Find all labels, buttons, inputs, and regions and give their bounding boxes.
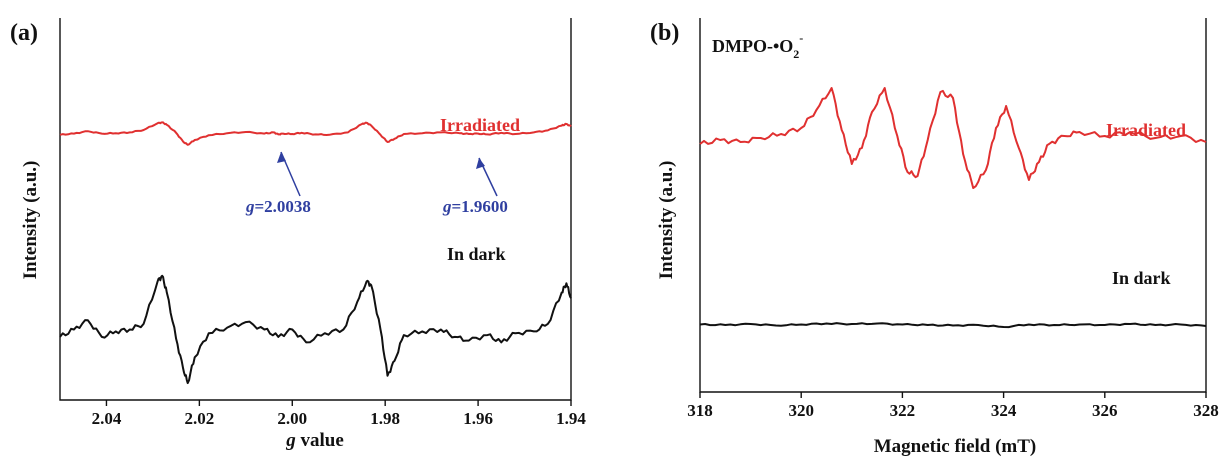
xtick-label-a-0: 2.04 bbox=[92, 409, 122, 428]
panel-a-xlabel-italic: g bbox=[285, 430, 296, 451]
panel-b-ylabel: Intensity (a.u.) bbox=[656, 161, 677, 280]
annotation-1-arrowhead bbox=[277, 152, 286, 163]
xtick-label-a-1: 2.02 bbox=[184, 409, 214, 428]
annotation-2-italic: g bbox=[442, 197, 452, 216]
annotation-2-arrowhead bbox=[476, 158, 485, 169]
panel-a-label: (a) bbox=[10, 20, 38, 46]
panel-a-xlabel: g value bbox=[285, 430, 344, 451]
panel-a-ylabel: Intensity (a.u.) bbox=[20, 161, 41, 280]
annotation-2-text: g=1.9600 bbox=[442, 197, 508, 216]
panel-a: (a) Intensity (a.u.) 2.04 2.02 2.00 1.98 1.9… bbox=[10, 18, 586, 451]
xtick-label-a-4: 1.96 bbox=[463, 409, 493, 428]
panel-a-annotation-1: g=2.0038 bbox=[245, 151, 311, 216]
annotation-1-text: g=2.0038 bbox=[245, 197, 311, 216]
panel-b-title: DMPO-•O2- bbox=[712, 31, 803, 61]
annotation-1-italic: g bbox=[245, 197, 255, 216]
panel-b-title-sub: 2 bbox=[793, 47, 799, 61]
annotation-1-rest: =2.0038 bbox=[255, 197, 311, 216]
xtick-label-b-1: 320 bbox=[788, 401, 814, 420]
xtick-label-b-4: 326 bbox=[1092, 401, 1118, 420]
panel-a-axis-frame bbox=[59, 18, 572, 401]
xtick-label-a-3: 1.98 bbox=[370, 409, 400, 428]
series-b-dark-line bbox=[699, 322, 1207, 329]
xtick-label-a-5: 1.94 bbox=[556, 409, 586, 428]
panel-a-legend-dark: In dark bbox=[447, 244, 506, 264]
panel-a-legend-irradiated: Irradiated bbox=[440, 115, 520, 135]
series-a-dark-line bbox=[59, 274, 572, 385]
xtick-label-b-0: 318 bbox=[687, 401, 713, 420]
panel-b: (b) Intensity (a.u.) 318 320 322 324 326 328 … bbox=[650, 18, 1219, 457]
panel-b-axes bbox=[699, 18, 1207, 393]
series-b-irradiated-line bbox=[699, 87, 1207, 189]
panel-a-xlabel-rest: value bbox=[296, 430, 344, 451]
panel-a-xticks: 2.04 2.02 2.00 1.98 1.96 1.94 bbox=[92, 400, 586, 428]
panel-a-axes bbox=[59, 18, 572, 401]
panel-a-traces bbox=[59, 121, 572, 385]
panel-b-title-main: DMPO-•O bbox=[712, 36, 793, 56]
xtick-label-b-5: 328 bbox=[1193, 401, 1219, 420]
panel-b-traces bbox=[699, 87, 1207, 329]
panel-b-legend-irradiated: Irradiated bbox=[1106, 120, 1186, 140]
series-a-irradiated-line bbox=[59, 121, 572, 146]
annotation-2-rest: =1.9600 bbox=[452, 197, 508, 216]
xtick-label-b-2: 322 bbox=[890, 401, 916, 420]
panel-b-axis-frame bbox=[699, 18, 1207, 393]
panel-b-legend-dark: In dark bbox=[1112, 268, 1171, 288]
xtick-label-b-3: 324 bbox=[991, 401, 1017, 420]
panel-b-xticks: 318 320 322 324 326 328 bbox=[687, 392, 1219, 420]
panel-b-title-sup: - bbox=[799, 31, 803, 45]
panel-a-annotation-2: g=1.9600 bbox=[442, 157, 508, 216]
panel-b-label: (b) bbox=[650, 20, 679, 46]
xtick-label-a-2: 2.00 bbox=[277, 409, 307, 428]
panel-b-xlabel: Magnetic field (mT) bbox=[874, 436, 1037, 457]
